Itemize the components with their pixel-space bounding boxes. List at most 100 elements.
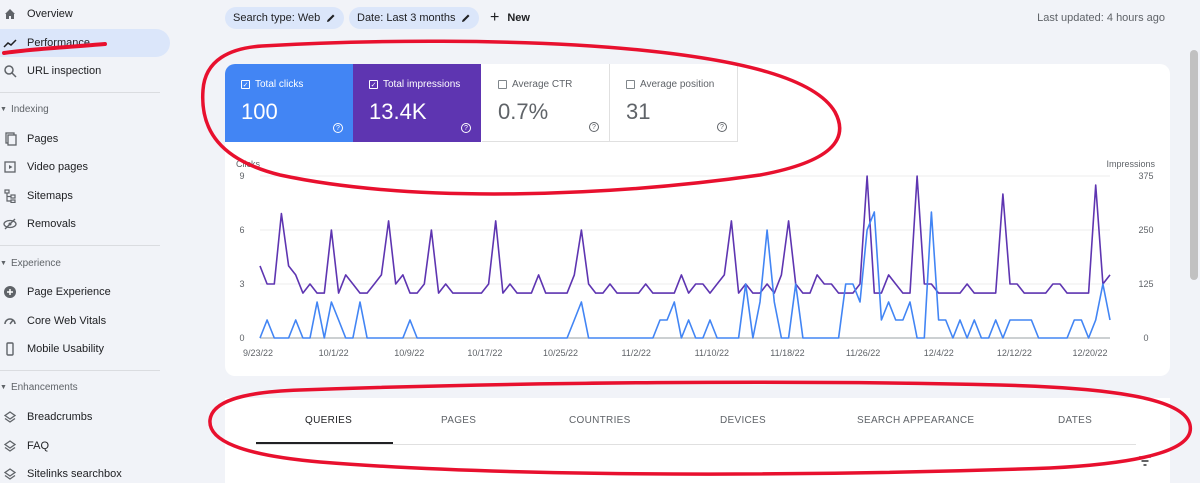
search-icon	[3, 64, 17, 78]
metric-average-position[interactable]: Average position 31 ?	[610, 64, 738, 142]
section-head-experience[interactable]: ▼ Experience	[0, 258, 61, 269]
sidebar-item-removals[interactable]: Removals	[0, 210, 170, 238]
sidebar-item-label: Page Experience	[27, 286, 111, 298]
edit-icon	[462, 14, 470, 22]
gauge-icon	[3, 314, 17, 328]
sidebar-item-label: Sitelinks searchbox	[27, 468, 122, 480]
report-tabs: QUERIES PAGES COUNTRIES DEVICES SEARCH A…	[225, 398, 1170, 483]
clicks-series-line	[259, 211, 1111, 339]
divider	[0, 92, 160, 93]
divider	[0, 245, 160, 246]
tab-devices[interactable]: DEVICES	[720, 415, 767, 426]
sidebar-item-faq[interactable]: FAQ	[0, 432, 170, 460]
plus-icon: +	[490, 9, 500, 26]
help-icon[interactable]: ?	[717, 122, 727, 132]
video-pages-icon	[3, 160, 17, 174]
sidebar-item-page-experience[interactable]: Page Experience	[0, 278, 170, 306]
sidebar-item-label: Mobile Usability	[27, 343, 105, 355]
sidebar-item-label: Overview	[27, 8, 73, 20]
x-tick-label: 11/10/22	[695, 348, 729, 358]
metric-value: 13.4K	[369, 99, 427, 124]
metric-total-impressions[interactable]: ✓ Total impressions 13.4K ?	[353, 64, 481, 142]
scrollbar-thumb[interactable]	[1190, 50, 1198, 280]
filter-icon[interactable]	[1138, 455, 1152, 467]
impressions-series-line	[259, 175, 1111, 294]
x-tick-label: 12/12/22	[997, 348, 1032, 358]
sidebar-item-video-pages[interactable]: Video pages	[0, 153, 170, 181]
right-axis-label: Impressions	[1106, 159, 1155, 169]
tab-dates[interactable]: DATES	[1058, 415, 1093, 426]
sidebar-item-url-inspection[interactable]: URL inspection	[0, 57, 170, 85]
sidebar-item-performance[interactable]: Performance	[0, 29, 170, 57]
sidebar-item-mobile-usability[interactable]: Mobile Usability	[0, 335, 170, 363]
help-icon[interactable]: ?	[333, 123, 343, 133]
x-tick-label: 10/25/22	[543, 348, 578, 358]
x-tick-label: 9/23/22	[243, 348, 273, 358]
help-icon[interactable]: ?	[461, 123, 471, 133]
trending-up-icon	[3, 36, 17, 50]
phone-icon	[3, 342, 17, 356]
layers-icon	[3, 439, 17, 453]
section-head-enhancements[interactable]: ▼ Enhancements	[0, 382, 78, 393]
sidebar-item-label: Sitemaps	[27, 190, 73, 202]
checkbox-checked-icon[interactable]: ✓	[369, 80, 378, 89]
sidebar-item-label: FAQ	[27, 440, 50, 452]
sidebar-item-pages[interactable]: Pages	[0, 125, 170, 153]
left-tick-label: 0	[239, 333, 244, 343]
left-tick-label: 3	[239, 279, 244, 289]
caret-down-icon: ▼	[0, 106, 7, 113]
tab-pages[interactable]: PAGES	[441, 415, 477, 426]
pages-icon	[3, 132, 17, 146]
tab-countries[interactable]: COUNTRIES	[569, 415, 631, 426]
x-tick-label: 11/2/22	[621, 348, 650, 358]
metric-total-clicks[interactable]: ✓ Total clicks 100 ?	[225, 64, 353, 142]
right-tick-label: 125	[1138, 279, 1153, 289]
left-tick-label: 6	[239, 225, 244, 235]
search-type-label: Search type: Web	[233, 12, 321, 24]
sidebar-item-sitemaps[interactable]: Sitemaps	[0, 182, 170, 210]
sidebar-item-breadcrumbs[interactable]: Breadcrumbs	[0, 403, 170, 431]
tab-active-indicator	[256, 442, 393, 444]
x-tick-label: 10/1/22	[319, 348, 349, 358]
removals-icon	[3, 217, 17, 231]
x-tick-label: 11/26/22	[846, 348, 880, 358]
edit-icon	[327, 14, 335, 22]
search-type-chip[interactable]: Search type: Web	[225, 7, 345, 29]
x-tick-label: 10/9/22	[394, 348, 424, 358]
help-icon[interactable]: ?	[589, 122, 599, 132]
sidebar-item-label: Breadcrumbs	[27, 411, 93, 423]
right-tick-label: 375	[1138, 171, 1153, 181]
sidebar-item-sitelinks-searchbox[interactable]: Sitelinks searchbox	[0, 460, 170, 483]
performance-card: ✓ Total clicks 100 ? ✓ Total impressions 1…	[225, 64, 1170, 376]
layers-icon	[3, 467, 17, 481]
checkbox-checked-icon[interactable]: ✓	[241, 80, 250, 89]
right-tick-label: 0	[1143, 333, 1148, 343]
right-tick-label: 250	[1138, 225, 1153, 235]
tab-queries[interactable]: QUERIES	[305, 415, 353, 426]
sidebar-item-core-web-vitals[interactable]: Core Web Vitals	[0, 307, 170, 335]
sidebar-item-overview[interactable]: Overview	[0, 0, 170, 28]
tab-search-appearance[interactable]: SEARCH APPEARANCE	[857, 415, 975, 426]
divider	[0, 370, 160, 371]
layers-icon	[3, 410, 17, 424]
left-axis-label: Clicks	[236, 159, 260, 169]
sitemap-icon	[3, 189, 17, 203]
x-tick-label: 10/17/22	[467, 348, 502, 358]
sidebar-item-label: Core Web Vitals	[27, 315, 107, 327]
home-icon	[3, 7, 17, 21]
x-tick-label: 12/20/22	[1072, 348, 1107, 358]
metric-value: 100	[241, 99, 278, 124]
tab-divider	[256, 444, 1136, 445]
sidebar: Overview Performance URL inspection ▼ Ind…	[0, 0, 218, 483]
checkbox-unchecked-icon[interactable]	[626, 80, 635, 89]
metric-average-ctr[interactable]: Average CTR 0.7% ?	[482, 64, 610, 142]
sidebar-item-label: Removals	[27, 218, 76, 230]
new-filter-button[interactable]: + New	[490, 9, 530, 26]
date-chip[interactable]: Date: Last 3 months	[349, 7, 480, 29]
checkbox-unchecked-icon[interactable]	[498, 80, 507, 89]
caret-down-icon: ▼	[0, 384, 7, 391]
section-head-indexing[interactable]: ▼ Indexing	[0, 104, 49, 115]
left-tick-label: 9	[239, 171, 244, 181]
scrollbar[interactable]	[1188, 0, 1200, 483]
last-updated-text: Last updated: 4 hours ago	[1037, 12, 1165, 24]
